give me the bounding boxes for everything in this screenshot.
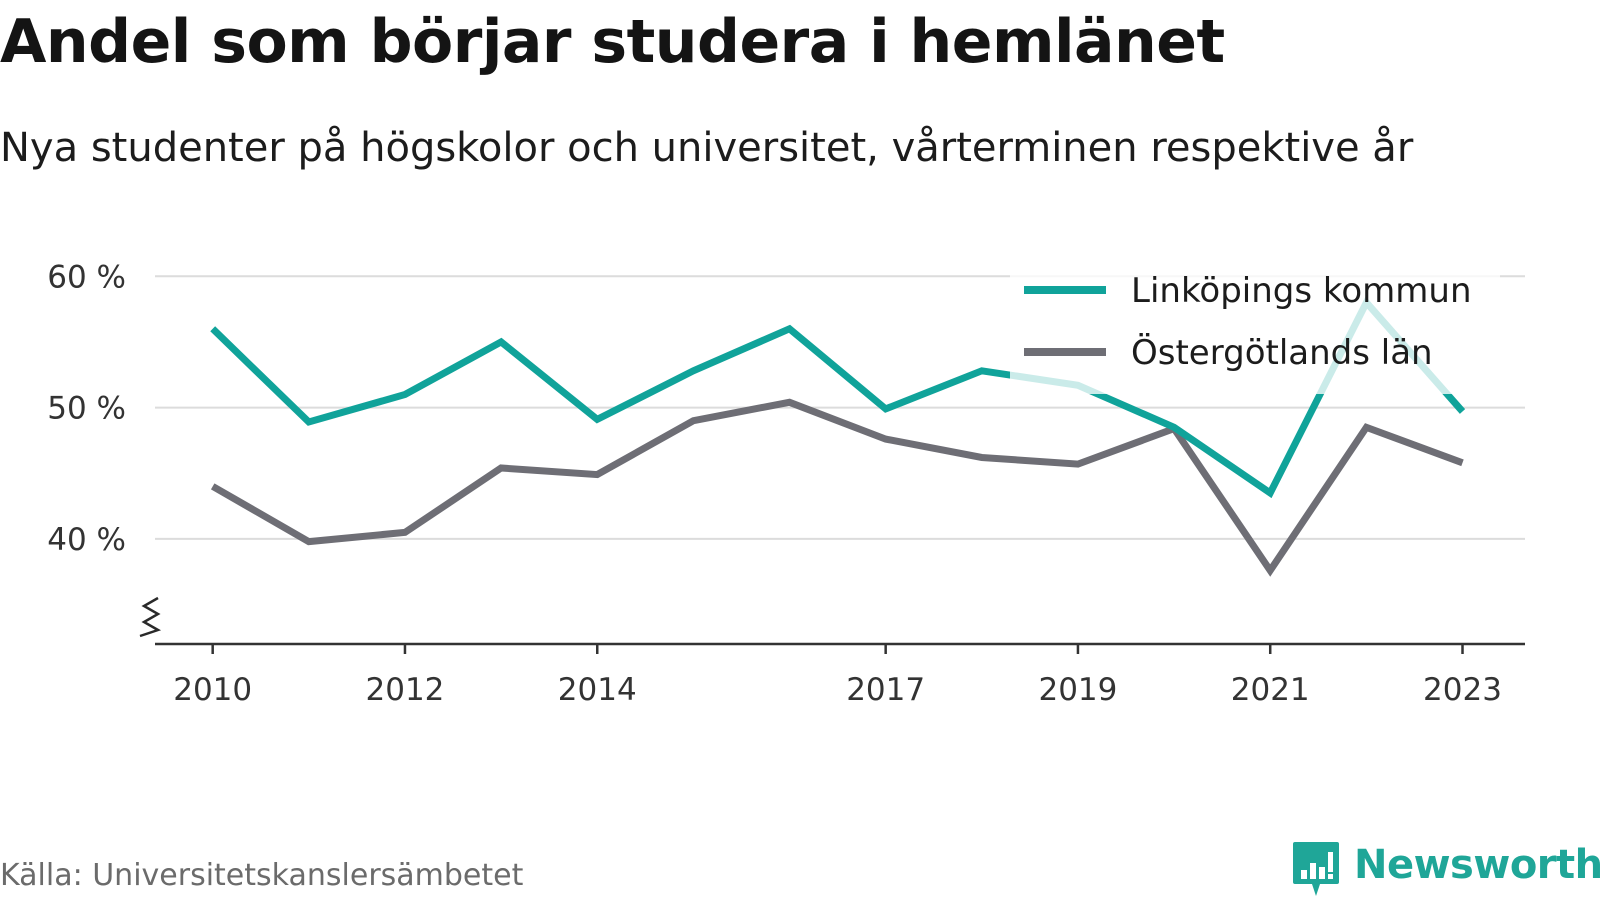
x-tick-label: 2012 [366,672,445,708]
y-tick-label: 40 % [47,522,126,558]
x-tick-label: 2017 [846,672,925,708]
x-tick-label: 2019 [1038,672,1117,708]
legend-label: Linköpings kommun [1131,271,1472,311]
legend-label: Östergötlands län [1131,332,1433,373]
x-tick-label: 2023 [1423,672,1502,708]
brand: Newsworthy [1292,840,1600,900]
chart-title: Andel som börjar studera i hemlänet [0,7,1225,77]
x-tick-label: 2014 [558,672,637,708]
brand-name: Newsworthy [1354,842,1600,888]
y-axis: 40 % 50 % 60 % [47,259,162,638]
x-tick-label: 2010 [173,672,252,708]
source-note: Källa: Universitetskanslersämbetet [0,858,524,893]
x-tick-label: 2021 [1231,672,1310,708]
newsworthy-logo-icon [1293,842,1339,896]
series-lines [210,296,1466,577]
legend: Linköpings kommun Östergötlands län [1010,256,1500,394]
series-line-1 [210,296,1466,499]
series-line-2 [210,398,1464,577]
y-tick-label: 60 % [47,259,126,295]
line-chart: 40 % 50 % 60 % 2010 2012 2014 2017 2019 2021 202… [47,256,1525,708]
x-axis: 2010 2012 2014 2017 2019 2021 2023 [155,642,1525,708]
axis-break-icon [139,596,162,638]
y-tick-label: 50 % [47,391,126,427]
legend-background [1010,256,1500,394]
chart-subtitle: Nya studenter på högskolor och universit… [0,125,1414,171]
